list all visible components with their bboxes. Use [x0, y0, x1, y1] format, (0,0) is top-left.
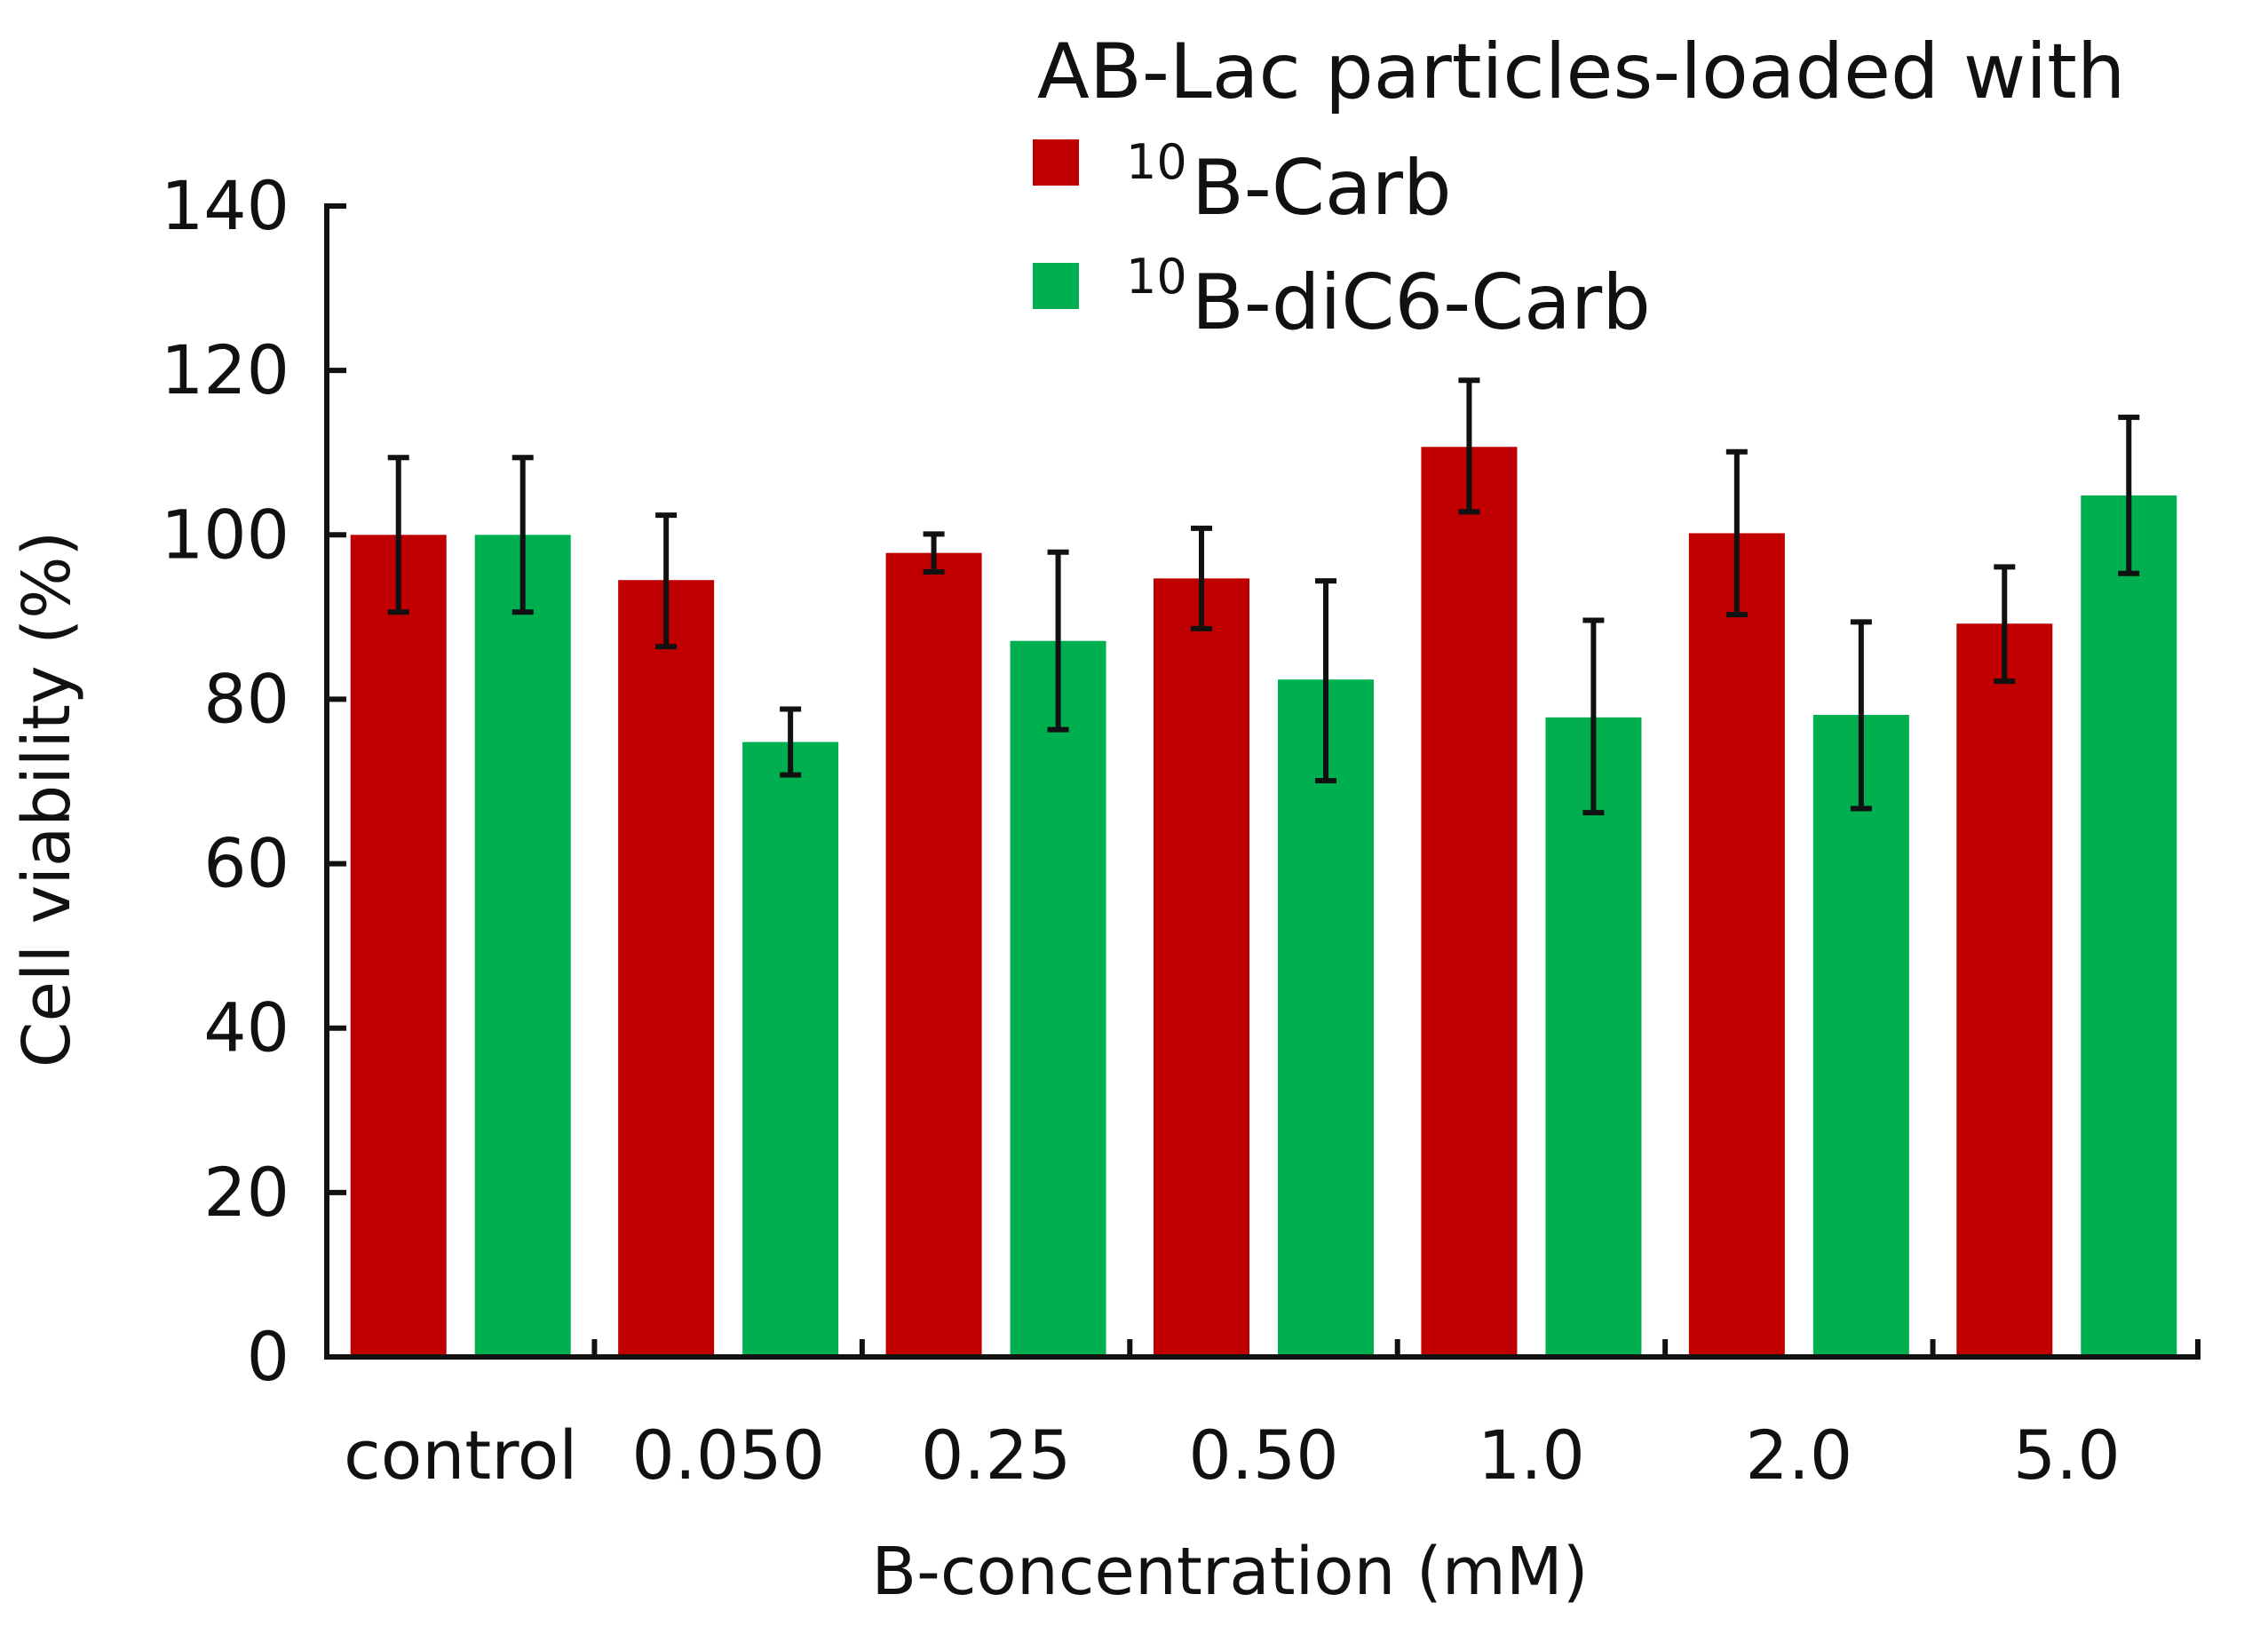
bar-b-carb-0-25 — [885, 552, 982, 1357]
x-tick-label-2-0: 2.0 — [1745, 1416, 1852, 1495]
bar-b-carb-1-0 — [1421, 447, 1518, 1358]
error-bar-b-dic6-carb-0-25 — [1047, 549, 1069, 733]
bar-b-dic6-carb-0-50 — [1278, 679, 1374, 1357]
x-tick-label-0-25: 0.25 — [921, 1416, 1071, 1495]
bar-b-carb-control — [350, 535, 447, 1357]
x-ticks — [591, 1339, 2201, 1357]
error-bar-b-dic6-carb-0-050 — [780, 706, 802, 778]
x-tick-labels: control 0.050 0.25 0.50 1.0 2.0 5.0 — [344, 1416, 2121, 1495]
y-tick-label-80: 80 — [203, 659, 289, 738]
y-tick-label-140: 140 — [161, 166, 289, 245]
legend-title: AB-Lac particles-loaded with — [1037, 28, 2125, 116]
legend-swatch-b-carb — [1033, 139, 1079, 186]
x-tick-label-5-0: 5.0 — [2013, 1416, 2121, 1495]
legend-text-b-dic6-carb: B-diC6-Carb — [1192, 258, 1651, 347]
bar-b-dic6-carb-2-0 — [1812, 715, 1909, 1357]
bar-b-carb-0-50 — [1154, 578, 1249, 1357]
x-tick-label-control: control — [344, 1416, 577, 1495]
x-tick-label-0-50: 0.50 — [1188, 1416, 1338, 1495]
y-ticks: 0 20 40 60 80 100 120 140 — [161, 166, 346, 1396]
y-tick-label-120: 120 — [161, 330, 289, 409]
bar-b-carb-2-0 — [1688, 533, 1785, 1357]
y-tick-label-0: 0 — [247, 1317, 289, 1396]
legend-label-b-carb: 10 B-Carb — [1126, 134, 1452, 233]
bar-b-dic6-carb-5-0 — [2081, 495, 2177, 1357]
error-bar-b-dic6-carb-control — [511, 455, 534, 615]
error-bar-b-carb-0-25 — [923, 531, 945, 575]
error-bar-b-carb-0-50 — [1191, 525, 1212, 631]
y-axis-title: Cell viability (%) — [9, 531, 85, 1068]
x-tick-label-1-0: 1.0 — [1478, 1416, 1585, 1495]
legend-superscript-b-dic6-carb: 10 — [1126, 249, 1187, 305]
error-bar-b-dic6-carb-0-50 — [1315, 578, 1336, 784]
legend-superscript-b-carb: 10 — [1126, 134, 1187, 190]
legend-text-b-carb: B-Carb — [1192, 144, 1452, 233]
y-tick-label-60: 60 — [203, 824, 289, 903]
legend: AB-Lac particles-loaded with 10 B-Carb 1… — [1033, 28, 2125, 347]
y-tick-label-40: 40 — [203, 988, 289, 1067]
bar-b-dic6-carb-0-050 — [742, 742, 839, 1357]
bars-layer — [350, 447, 2177, 1358]
bar-b-dic6-carb-control — [474, 535, 571, 1357]
legend-label-b-dic6-carb: 10 B-diC6-Carb — [1126, 249, 1651, 347]
y-tick-label-100: 100 — [161, 495, 289, 574]
bar-b-carb-5-0 — [1956, 623, 2053, 1357]
error-bar-b-carb-5-0 — [1994, 564, 2016, 685]
x-axis-title: B-concentration (mM) — [871, 1534, 1588, 1610]
axes-layer — [324, 203, 2201, 1360]
error-bar-b-carb-1-0 — [1458, 377, 1480, 515]
legend-swatch-b-dic6-carb — [1033, 263, 1079, 309]
error-bar-b-carb-0-050 — [655, 512, 678, 650]
bar-b-dic6-carb-0-25 — [1010, 640, 1106, 1357]
x-tick-label-0-050: 0.050 — [631, 1416, 825, 1495]
error-bar-b-dic6-carb-1-0 — [1582, 617, 1605, 816]
error-bar-b-carb-control — [387, 455, 409, 615]
bar-b-carb-0-050 — [618, 580, 715, 1357]
error-bar-b-dic6-carb-2-0 — [1850, 619, 1872, 812]
error-bar-b-carb-2-0 — [1725, 448, 1748, 618]
error-bars-layer — [387, 377, 2140, 816]
y-tick-label-20: 20 — [203, 1153, 289, 1232]
error-bar-b-dic6-carb-5-0 — [2118, 414, 2140, 576]
bar-b-dic6-carb-1-0 — [1545, 717, 1642, 1357]
